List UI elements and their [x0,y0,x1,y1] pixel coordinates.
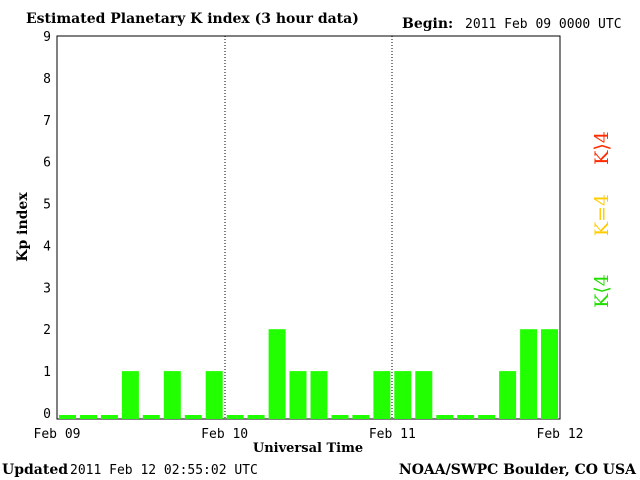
kp-bar [331,415,349,419]
y-axis-title: Kp index [15,192,31,262]
kp-bar [394,371,412,419]
kp-bar [247,415,265,419]
kp-bar [205,371,223,419]
kp-bar [520,329,538,419]
x-tick-label: Feb 12 [537,427,584,442]
kp-bar [478,415,496,419]
x-tick-label: Feb 09 [34,427,81,442]
kp-bar [142,415,160,419]
plot-frame [56,35,561,420]
kp-bar [499,371,517,419]
kp-bar [415,371,433,419]
credit-text: NOAA/SWPC Boulder, CO USA [399,462,637,478]
legend-k-equal-4: K=4 [591,194,613,236]
kp-bar [310,371,328,419]
kp-bar [373,371,391,419]
legend-k-greater-4: K⟩4 [591,131,613,165]
x-tick-labels: Feb 09 Feb 10 Feb 11 Feb 12 [34,427,584,442]
y-tick-label: 6 [43,156,51,171]
y-tick-label: 1 [43,365,51,380]
chart-title: Estimated Planetary K index (3 hour data… [26,11,359,27]
kp-bar [268,329,286,419]
kp-bar [457,415,475,419]
legend-k-less-4: K⟨4 [591,274,613,308]
kp-bar [541,329,558,419]
kp-bar [80,415,97,419]
kp-bar [226,415,244,419]
begin-label: Begin: [402,16,453,32]
y-tick-label: 3 [43,281,51,296]
y-tick-label: 0 [43,407,51,422]
x-axis-title: Universal Time [253,441,363,456]
y-tick-label: 7 [43,114,51,129]
begin-value: 2011 Feb 09 0000 UTC [465,17,622,32]
kp-bar [352,415,370,419]
kp-bar [100,415,118,419]
kp-bar [184,415,202,419]
y-tick-label: 5 [43,198,51,213]
y-tick-label: 9 [43,30,51,45]
updated-label: Updated [2,462,68,478]
kp-bar [436,415,454,419]
x-tick-label: Feb 11 [369,427,416,442]
x-tick-label: Feb 10 [201,427,248,442]
updated-value: 2011 Feb 12 02:55:02 UTC [70,463,258,478]
y-tick-label: 4 [43,239,51,254]
y-tick-label: 2 [43,323,51,338]
kp-bar [121,371,139,419]
kp-bars [59,329,558,419]
y-tick-labels: 0 1 2 3 4 5 6 7 8 9 [43,30,51,422]
kp-bar [289,371,307,419]
kp-bar [163,371,181,419]
kp-bar [59,415,76,419]
y-tick-label: 8 [43,72,51,87]
